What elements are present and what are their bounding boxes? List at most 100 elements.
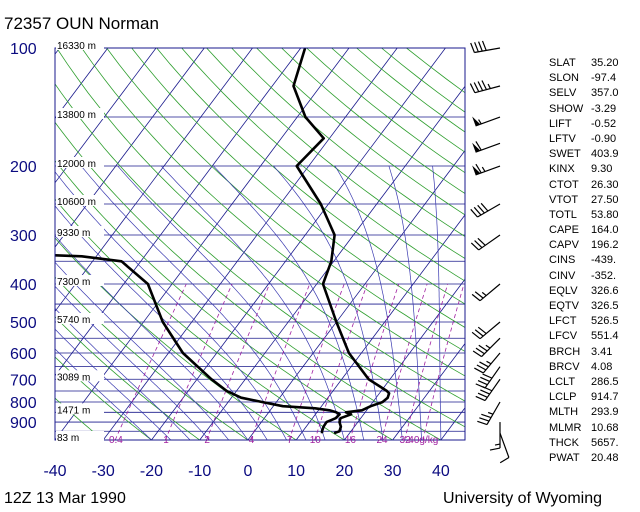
temperature-label: -30 bbox=[92, 463, 115, 480]
index-value: -439. bbox=[591, 254, 617, 267]
pressure-label: 300 bbox=[10, 228, 37, 245]
index-row: TOTL 53.80 bbox=[549, 208, 637, 223]
temperature-label: 40 bbox=[432, 463, 450, 480]
index-key: THCK bbox=[549, 436, 579, 449]
moist-adiabat bbox=[213, 165, 365, 440]
chart-title: 72357 OUN Norman bbox=[4, 14, 159, 33]
index-row: MLMR 10.68 bbox=[549, 421, 637, 436]
moist-adiabat bbox=[80, 165, 307, 440]
index-row: BRCV 4.08 bbox=[549, 360, 637, 375]
temperature-label: 20 bbox=[336, 463, 354, 480]
wind-barb bbox=[471, 283, 501, 302]
height-label-bg bbox=[56, 370, 104, 382]
temperature-label: 10 bbox=[287, 463, 305, 480]
isotherm bbox=[199, 85, 465, 440]
wind-barb-shaft bbox=[481, 337, 501, 358]
wind-barb-feather bbox=[477, 326, 487, 335]
wind-barb-shaft bbox=[477, 203, 501, 218]
index-key: MLMR bbox=[549, 421, 582, 434]
wind-barbs bbox=[469, 40, 510, 464]
index-value: 35.20 bbox=[591, 57, 619, 69]
dry-adiabat bbox=[56, 48, 465, 402]
height-label-bg bbox=[56, 39, 104, 50]
dry-adiabat bbox=[55, 356, 153, 440]
height-label-bg bbox=[56, 226, 104, 238]
wind-barb bbox=[472, 141, 501, 153]
wind-barb-half bbox=[478, 119, 482, 125]
height-label-bg bbox=[56, 312, 104, 324]
plot-frame bbox=[54, 47, 466, 441]
wind-barb-feather bbox=[472, 350, 482, 358]
wind-barb-flag bbox=[472, 165, 481, 175]
mixing-ratio-label: 32 bbox=[400, 435, 412, 446]
isotherm bbox=[55, 48, 253, 313]
dry-adiabat bbox=[55, 121, 442, 440]
wind-barb-feather bbox=[480, 376, 490, 382]
index-row: MLTH 293.9 bbox=[549, 405, 637, 420]
wind-barb-half bbox=[487, 411, 494, 415]
index-key: SHOW bbox=[549, 102, 584, 115]
isotherm bbox=[55, 48, 302, 377]
wind-barb-feather bbox=[481, 80, 488, 90]
moist-adiabat bbox=[55, 205, 268, 440]
pressure-label: 100 bbox=[10, 41, 37, 58]
index-value: 9.30 bbox=[591, 163, 613, 176]
index-row: SLON -97.4 bbox=[549, 71, 637, 86]
wind-barb bbox=[475, 378, 501, 402]
temperature-label: -20 bbox=[140, 463, 163, 480]
height-label: 5740 m bbox=[57, 315, 90, 326]
index-row: CTOT 26.30 bbox=[549, 178, 637, 193]
dry-adiabat bbox=[156, 48, 465, 305]
wind-barb-feather bbox=[470, 242, 480, 251]
wind-barb bbox=[489, 422, 501, 451]
index-key: LFCV bbox=[549, 330, 578, 343]
mixing-ratio-label: 7 bbox=[287, 435, 293, 446]
moist-adiabat bbox=[117, 165, 326, 440]
index-key: LIFT bbox=[549, 117, 572, 130]
dry-adiabat bbox=[55, 397, 104, 440]
wind-barb-feather bbox=[475, 347, 485, 355]
wind-barb-feather bbox=[499, 456, 510, 464]
mixing-ratio-line bbox=[422, 283, 465, 440]
index-value: 4.08 bbox=[591, 360, 613, 373]
height-label: 12000 m bbox=[57, 159, 96, 170]
temperature-label: -40 bbox=[43, 463, 66, 480]
mixing-ratio-line bbox=[206, 283, 270, 440]
wind-barb-feather bbox=[475, 395, 486, 402]
wind-barb-shaft bbox=[474, 47, 501, 54]
mixing-ratio-label: 24 bbox=[376, 435, 388, 446]
index-value: 3.41 bbox=[591, 345, 613, 358]
index-row: SELV 357.0 bbox=[549, 86, 637, 101]
mixing-ratio-label: 2 bbox=[204, 435, 210, 446]
height-label: 9330 m bbox=[57, 228, 90, 239]
wind-barb-shaft bbox=[484, 378, 501, 401]
temperature-profile bbox=[292, 48, 391, 435]
index-key: SLAT bbox=[549, 57, 576, 69]
index-row: THCK 5657. bbox=[549, 436, 637, 451]
dry-adiabat bbox=[256, 48, 465, 216]
wind-barb bbox=[472, 116, 501, 127]
wind-barb-feather bbox=[481, 413, 492, 419]
height-label: 3089 m bbox=[57, 372, 90, 383]
mixing-ratio-line bbox=[404, 283, 449, 440]
pressure-label: 400 bbox=[10, 277, 37, 294]
index-value: 20.48 bbox=[591, 451, 619, 464]
moist-adiabat bbox=[334, 165, 403, 440]
wind-barb-feather bbox=[481, 40, 487, 51]
index-key: PWAT bbox=[549, 451, 580, 464]
index-row: LFCT 526.5 bbox=[549, 314, 637, 329]
pressure-label: 800 bbox=[10, 395, 37, 412]
index-value: 27.50 bbox=[591, 193, 619, 206]
dry-adiabat bbox=[55, 198, 346, 440]
index-value: 164.0 bbox=[591, 224, 619, 237]
index-row: KINX 9.30 bbox=[549, 162, 637, 177]
index-key: LCLP bbox=[549, 391, 577, 404]
index-row: BRCH 3.41 bbox=[549, 345, 637, 360]
wind-barb bbox=[472, 163, 501, 176]
index-row: LFCV 551.4 bbox=[549, 329, 637, 344]
dry-adiabat bbox=[81, 48, 465, 377]
mixing-ratio-label: 4 bbox=[249, 435, 255, 446]
index-key: SELV bbox=[549, 87, 577, 100]
dry-adiabat bbox=[131, 48, 465, 328]
